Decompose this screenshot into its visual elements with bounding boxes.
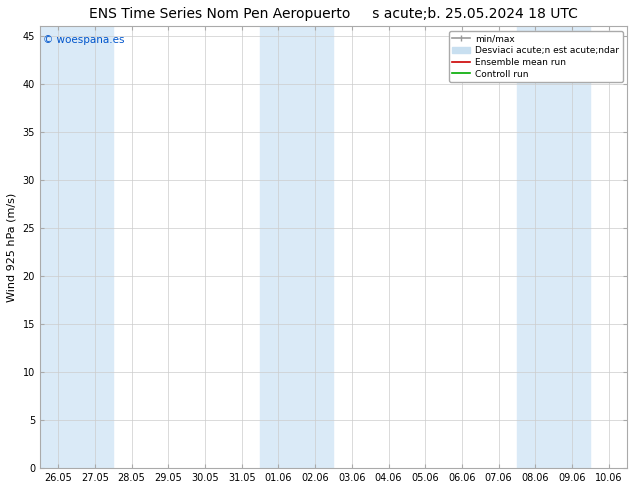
Title: ENS Time Series Nom Pen Aeropuerto     s acute;b. 25.05.2024 18 UTC: ENS Time Series Nom Pen Aeropuerto s acu…	[89, 7, 578, 21]
Text: © woespana.es: © woespana.es	[43, 35, 124, 45]
Legend: min/max, Desviaci acute;n est acute;ndar, Ensemble mean run, Controll run: min/max, Desviaci acute;n est acute;ndar…	[449, 31, 623, 82]
Bar	[260, 26, 333, 468]
Bar	[40, 26, 113, 468]
Y-axis label: Wind 925 hPa (m/s): Wind 925 hPa (m/s)	[7, 193, 17, 302]
Bar	[517, 26, 590, 468]
